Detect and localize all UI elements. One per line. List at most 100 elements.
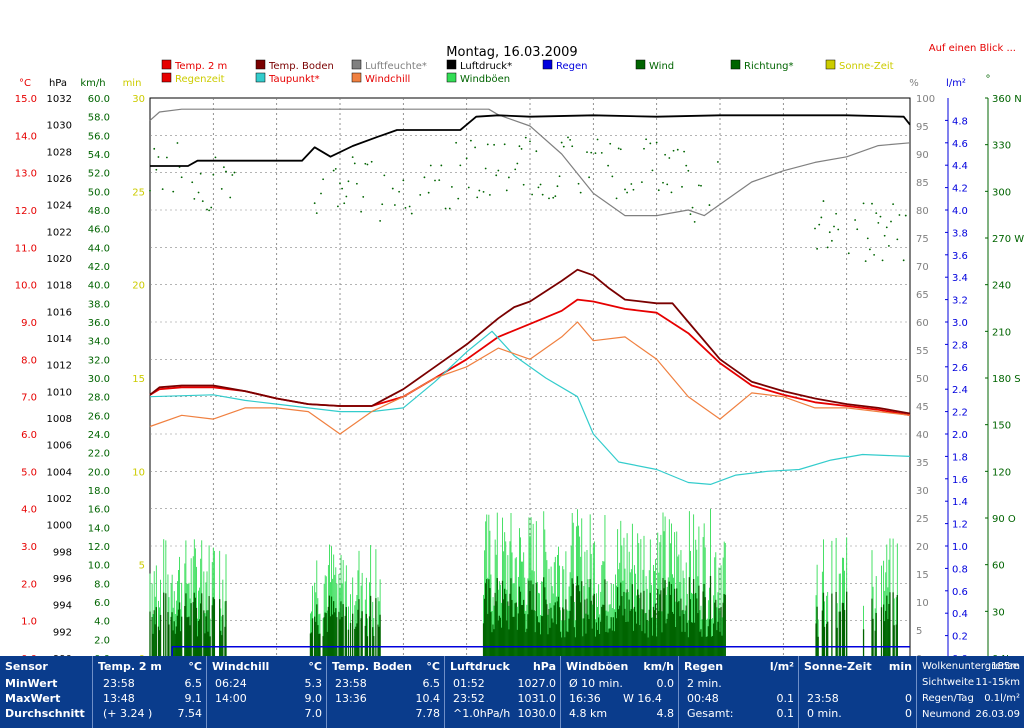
legend-item: Wind [649, 61, 674, 72]
wind-tick-label: 48.0 [88, 206, 110, 217]
minutes-tick-label: 5 [139, 561, 145, 572]
rain-tick-label: 0.8 [952, 564, 968, 575]
series-line-4 [149, 108, 911, 217]
direction-point [537, 186, 540, 189]
legend-swatch [161, 59, 172, 70]
stats-row: 23:52 1031.0 [445, 692, 556, 706]
temp-tick-label: 9.0 [21, 318, 37, 329]
direction-point [516, 162, 519, 165]
direction-point [609, 142, 612, 145]
stats-value: 1031.0 [517, 692, 557, 705]
direction-point [320, 192, 322, 195]
pressure-tick-label: 1014 [47, 334, 72, 345]
stats-unit: hPa [532, 660, 556, 673]
wind-tick-label: 2.0 [94, 635, 110, 646]
direction-point [871, 202, 873, 205]
wind-tick-label: 42.0 [88, 262, 110, 273]
stats-header: Regen l/m² [679, 660, 794, 674]
direction-point [596, 138, 599, 141]
stats-value: 7.54 [177, 707, 203, 720]
stats-title: Regen [684, 660, 724, 673]
stats-row: 23:58 0 [799, 692, 912, 706]
stats-value: 4.8 [656, 707, 675, 720]
direction-point [607, 164, 610, 167]
direction-point [334, 167, 337, 170]
stats-time: 2 min. [687, 677, 722, 690]
direction-point [486, 143, 489, 146]
rain-tick-label: 1.0 [952, 542, 968, 553]
series-line-3 [149, 321, 911, 435]
stats-row: 13:48 9.1 [93, 692, 202, 706]
direction-point [370, 160, 373, 163]
direction-point [455, 141, 458, 144]
stats-column: Regen l/m² 2 min. 00:48 0.1 Gesamt: 0.1 [678, 656, 798, 728]
direction-point [554, 195, 557, 198]
direction-point [488, 194, 491, 196]
direction-point [153, 147, 156, 150]
humidity-tick-label: 95 [916, 122, 929, 133]
legend-swatch [542, 59, 553, 70]
info-value: 26.03.09 [975, 709, 1020, 720]
direction-point [427, 191, 430, 194]
direction-point [332, 169, 335, 172]
rain-tick-label: 2.0 [952, 430, 968, 441]
direction-point [577, 182, 580, 185]
direction-point [854, 219, 857, 221]
direction-point [877, 222, 880, 224]
pressure-tick-label: 1000 [47, 521, 72, 532]
temp-tick-label: 11.0 [15, 243, 37, 254]
rain-tick-label: 1.2 [952, 520, 968, 531]
direction-point [866, 237, 869, 240]
wind-tick-label: 38.0 [88, 299, 110, 310]
direction-point [497, 169, 500, 172]
stats-column: Temp. Boden °C 23:58 6.5 13:36 10.4 7.78 [326, 656, 444, 728]
direction-point [615, 197, 618, 200]
direction-point [672, 149, 675, 152]
wind-tick-label: 52.0 [88, 169, 110, 180]
direction-point [833, 225, 835, 228]
rain-tick-label: 0.6 [952, 587, 968, 598]
info-row: Regen/Tag 0.1l/m² [917, 692, 1020, 706]
stats-time: 23:52 [453, 692, 485, 705]
rain-tick-label: 2.4 [952, 385, 968, 396]
pressure-tick-label: 1006 [47, 441, 72, 452]
direction-point [873, 253, 876, 256]
info-value: 185m [991, 661, 1020, 672]
direction-point [689, 213, 692, 216]
direction-point [524, 136, 527, 139]
direction-point [716, 161, 719, 163]
legend-swatch [255, 59, 266, 70]
unit-minutes: min [123, 78, 142, 89]
direction-point [611, 175, 614, 178]
pressure-tick-label: 1022 [47, 227, 72, 238]
glance-link[interactable]: Auf einen Blick ... [929, 43, 1016, 54]
direction-point [822, 200, 825, 202]
direction-point [322, 178, 325, 181]
pressure-tick-label: 1004 [47, 467, 72, 478]
direction-tick-label: 300 [992, 187, 1011, 198]
direction-point [408, 205, 411, 208]
direction-point [165, 156, 168, 159]
direction-point [383, 174, 386, 177]
direction-point [548, 197, 550, 200]
legend-item: Regenzeit [175, 74, 225, 85]
direction-point [619, 148, 622, 151]
stats-row: Ø 10 min. 0.0 [561, 677, 674, 691]
direction-point [404, 206, 407, 209]
stats-time: 00:48 [687, 692, 719, 705]
direction-point [687, 169, 690, 172]
direction-point [518, 145, 521, 148]
direction-point [206, 208, 208, 211]
stats-header: Windchill °C [207, 660, 322, 674]
stats-row: 14:00 9.0 [207, 692, 322, 706]
wind-tick-label: 40.0 [88, 281, 110, 292]
direction-point [685, 164, 688, 167]
humidity-tick-label: 15 [916, 570, 929, 581]
direction-point [315, 212, 318, 215]
stats-row: 0 min. 0 [799, 707, 912, 721]
info-label: Regen/Tag [922, 693, 974, 704]
humidity-tick-label: 70 [916, 262, 929, 273]
legend-swatch [730, 59, 741, 70]
direction-point [351, 156, 354, 159]
